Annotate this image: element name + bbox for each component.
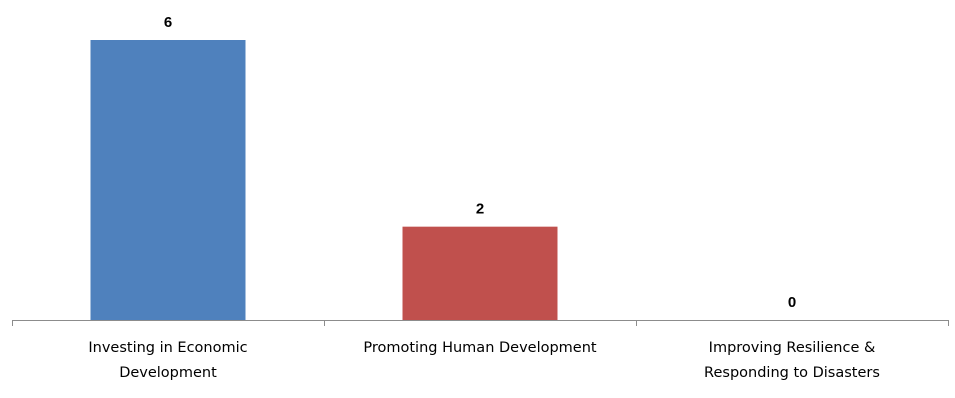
data-label-0: 6	[164, 14, 172, 31]
data-label-2: 0	[788, 294, 796, 311]
x-tick-label-2: Improving Resilience & Responding to Disa…	[704, 340, 880, 381]
x-tick-label-0: Investing in Economic Development	[88, 340, 247, 381]
x-tick-label-1: Promoting Human Development	[363, 340, 597, 356]
bar-1	[402, 226, 558, 320]
bar-0	[90, 40, 246, 320]
data-label-1: 2	[476, 201, 484, 218]
plot-area: 6 2 0 Investing in Economic Development Promo…	[12, 14, 949, 381]
